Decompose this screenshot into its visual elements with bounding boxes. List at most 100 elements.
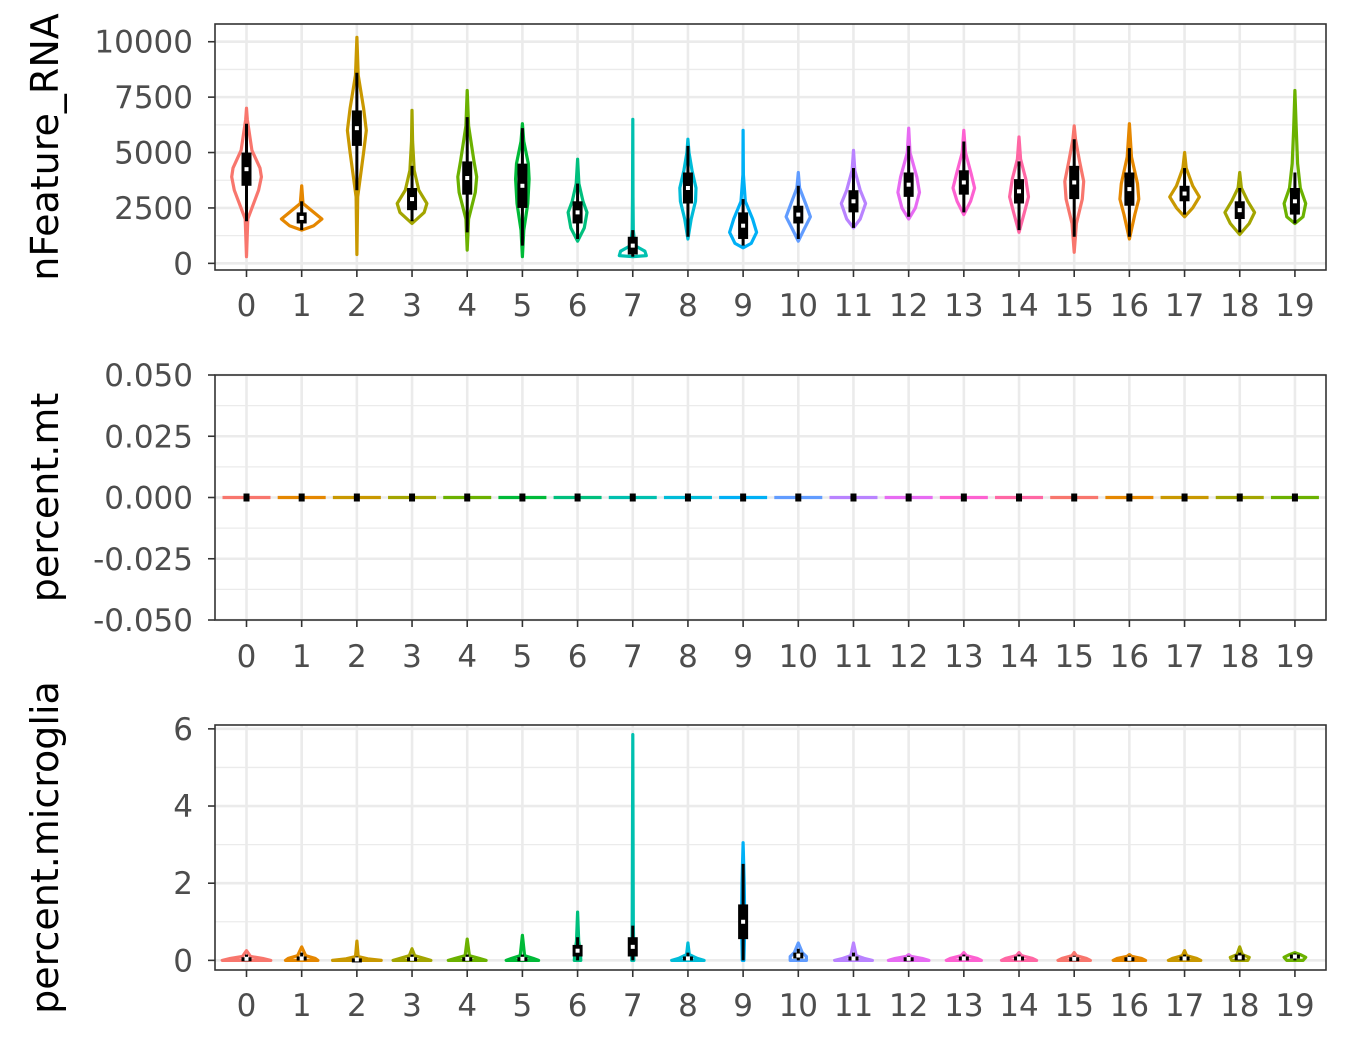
violin-cluster-13 [944,951,983,962]
box-cluster-3 [409,493,416,502]
median-cluster-0 [244,167,249,172]
x-tick-label: 15 [1054,988,1093,1024]
x-tick-label: 12 [889,288,928,324]
median-cluster-11 [851,199,856,204]
x-tick-label: 11 [834,988,873,1024]
x-tick-label: 8 [678,639,698,675]
median-cluster-4 [465,176,470,181]
x-tick-label: 5 [513,988,533,1024]
median-cluster-7 [630,944,635,949]
box-cluster-4 [464,493,471,502]
box-cluster-8 [684,493,691,502]
panel-border [214,724,1327,971]
panel-border [214,374,1327,621]
y-tick-label: 0 [173,943,193,979]
y-tick-label: -0.050 [93,603,193,639]
median-cluster-16 [1127,956,1132,961]
x-tick-label: 16 [1110,288,1149,324]
x-tick-label: 5 [513,639,533,675]
x-tick-label: 4 [457,988,477,1024]
median-cluster-14 [1017,189,1022,194]
x-tick-label: 13 [944,639,983,675]
x-tick-label: 3 [402,988,422,1024]
median-cluster-6 [575,948,580,953]
violin-cluster-17 [1166,949,1203,962]
violin-cluster-10 [784,170,812,243]
x-tick-label: 12 [889,639,928,675]
box-cluster-14 [1016,493,1023,502]
violin-cluster-5 [514,122,531,259]
median-cluster-1 [299,215,304,220]
x-tick-label: 6 [568,988,588,1024]
x-tick-label: 0 [237,988,257,1024]
median-cluster-13 [961,956,966,961]
x-tick-label: 6 [568,639,588,675]
x-tick-label: 15 [1054,639,1093,675]
y-axis-title: percent.microglia [23,681,67,1014]
y-axis-title: nFeature_RNA [23,13,67,281]
x-tick-label: 6 [568,288,588,324]
x-tick-label: 4 [457,288,477,324]
x-tick-label: 2 [347,288,367,324]
box-cluster-17 [1181,493,1188,502]
x-tick-label: 3 [402,288,422,324]
y-tick-label: -0.025 [93,542,193,578]
median-cluster-2 [354,126,359,131]
violin-cluster-16 [1111,953,1148,962]
x-tick-label: 11 [834,639,873,675]
box-cluster-0 [243,493,250,502]
violin-cluster-4 [456,88,479,252]
box-cluster-9 [740,493,747,502]
x-tick-label: 9 [733,639,753,675]
violin-cluster-8 [678,137,698,241]
x-tick-label: 2 [347,639,367,675]
violin-cluster-5 [504,933,541,962]
violin-cluster-16 [1118,122,1141,241]
x-tick-label: 11 [834,288,873,324]
violin-cluster-12 [896,126,922,221]
x-tick-label: 1 [292,988,312,1024]
x-tick-label: 17 [1165,988,1204,1024]
x-tick-label: 1 [292,639,312,675]
x-tick-label: 16 [1110,639,1149,675]
violin-cluster-3 [391,947,433,962]
x-tick-label: 18 [1220,639,1259,675]
x-tick-label: 5 [513,288,533,324]
median-cluster-8 [685,956,690,961]
x-tick-label: 14 [999,988,1038,1024]
median-cluster-9 [741,919,746,924]
median-cluster-3 [410,197,415,202]
y-tick-label: 5000 [114,136,193,172]
x-tick-label: 0 [237,639,257,675]
median-cluster-4 [465,956,470,961]
median-cluster-19 [1292,199,1297,204]
box-cluster-15 [1071,493,1078,502]
violin-cluster-19 [1282,88,1308,226]
box-cluster-11 [850,493,857,502]
x-tick-label: 13 [944,988,983,1024]
x-tick-label: 12 [889,988,928,1024]
y-tick-label: 4 [173,789,193,825]
violin-cluster-10 [788,941,808,962]
x-tick-label: 3 [402,639,422,675]
x-tick-label: 19 [1275,288,1314,324]
median-cluster-6 [575,210,580,215]
box-cluster-10 [795,493,802,502]
violin-cluster-2 [331,939,383,962]
median-cluster-18 [1237,955,1242,960]
x-tick-label: 8 [678,988,698,1024]
box-cluster-6 [574,493,581,502]
violin-cluster-15 [1063,124,1086,254]
x-tick-label: 4 [457,639,477,675]
x-tick-label: 9 [733,988,753,1024]
median-cluster-19 [1292,954,1297,959]
violin-cluster-8 [670,941,706,962]
panel-border [214,23,1327,271]
box-cluster-1 [298,493,305,502]
y-tick-label: 10000 [94,25,193,61]
violin-cluster-12 [886,953,931,962]
